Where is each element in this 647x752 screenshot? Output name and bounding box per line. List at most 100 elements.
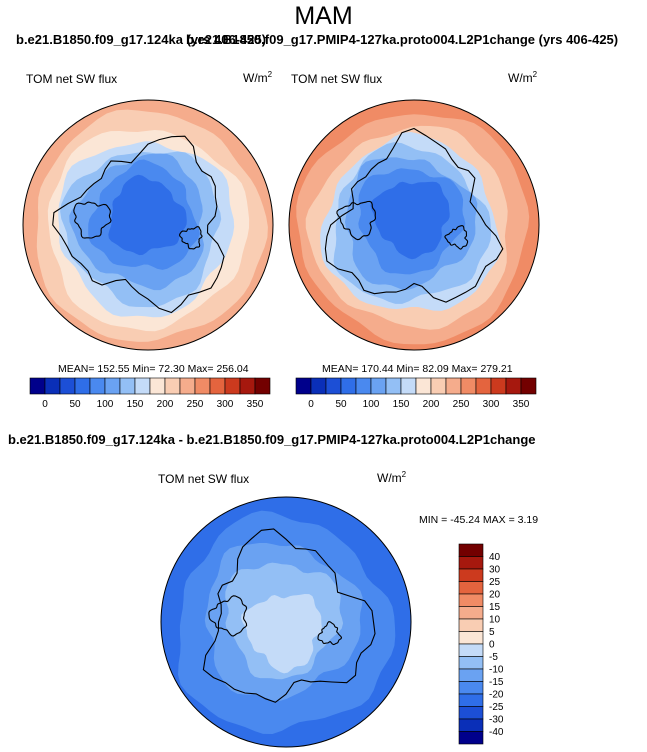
left-panel-stats: MEAN= 152.55 Min= 72.30 Max= 256.04 <box>58 363 249 375</box>
colorbar-swatch <box>458 556 484 570</box>
difference-map-border <box>160 496 412 748</box>
colorbar-tick-label: 0 <box>489 640 495 651</box>
difference-units: W/m2 <box>377 470 407 485</box>
colorbar-swatch <box>149 377 166 395</box>
right-map-contour-band <box>370 181 450 260</box>
colorbar-swatch <box>224 377 241 395</box>
colorbar-swatch <box>104 377 121 395</box>
coastline <box>444 225 469 250</box>
colorbar-swatch <box>29 377 46 395</box>
colorbar-swatch <box>194 377 211 395</box>
colorbar-tick-label: 20 <box>489 590 501 601</box>
coastline <box>336 200 376 241</box>
colorbar-swatch <box>370 377 387 395</box>
colorbar-tick-label: -10 <box>489 665 504 676</box>
difference-map-contour-band <box>241 594 322 674</box>
colorbar-tick-label: 30 <box>489 565 501 576</box>
left-map-fill <box>23 100 273 350</box>
colorbar-swatch <box>164 377 181 395</box>
left-map-contour-band <box>108 174 187 256</box>
left-panel-field-label: TOM net SW flux <box>26 72 118 86</box>
colorbar-swatch <box>89 377 106 395</box>
colorbar-tick-label: 25 <box>489 577 501 588</box>
colorbar-swatch <box>445 377 462 395</box>
colorbar-swatch <box>458 643 484 657</box>
right-map-coastlines <box>324 127 504 303</box>
colorbar-tick-label: 200 <box>157 399 174 410</box>
left-map-coastlines <box>52 135 225 314</box>
colorbar-swatch <box>458 593 484 607</box>
colorbar-swatch <box>458 718 484 732</box>
coastline <box>179 226 203 250</box>
coastline <box>52 135 225 314</box>
right-colorbar-group: 0 50 100 150 200 250 300 350 <box>295 377 537 410</box>
colorbar-swatch <box>430 377 447 395</box>
colorbar-tick-label: -30 <box>489 715 504 726</box>
colorbar-tick-label: 0 <box>42 399 48 410</box>
colorbar-swatch <box>415 377 432 395</box>
left-colorbar-group: 0 50 100 150 200 250 300 350 <box>29 377 271 410</box>
colorbar-tick-label: 150 <box>393 399 410 410</box>
colorbar-swatch <box>74 377 91 395</box>
colorbar-swatch <box>458 731 484 745</box>
colorbar-swatch <box>460 377 477 395</box>
colorbar-swatch <box>458 693 484 707</box>
colorbar-swatch <box>458 631 484 645</box>
colorbar-swatch <box>385 377 402 395</box>
difference-map-coastlines <box>202 528 376 703</box>
colorbar-swatch <box>458 706 484 720</box>
colorbar-swatch <box>458 656 484 670</box>
colorbar-swatch <box>340 377 357 395</box>
colorbar-swatch <box>119 377 136 395</box>
coastline <box>324 127 504 303</box>
season-title: MAM <box>294 2 353 30</box>
difference-title: b.e21.B1850.f09_g17.124ka - b.e21.B1850.… <box>8 432 536 447</box>
colorbar-swatch <box>239 377 256 395</box>
colorbar-tick-label: 300 <box>483 399 500 410</box>
left-map <box>22 99 274 351</box>
colorbar-swatch <box>520 377 537 395</box>
colorbar-swatch <box>505 377 522 395</box>
left-panel-case-title: b.e21.B1850.f09_g17.124ka (yrs 406-425) <box>16 32 267 47</box>
colorbar-swatch <box>325 377 342 395</box>
colorbar-tick-label: 50 <box>335 399 347 410</box>
colorbar-swatch <box>310 377 327 395</box>
colorbar-tick-label: 50 <box>69 399 81 410</box>
difference-stats: MIN = -45.24 MAX = 3.19 <box>419 514 539 526</box>
coastline <box>317 621 343 646</box>
colorbar-tick-label: 10 <box>489 615 501 626</box>
colorbar-tick-label: -20 <box>489 690 504 701</box>
colorbar-swatch <box>209 377 226 395</box>
colorbar-swatch <box>458 668 484 682</box>
colorbar-tick-label: 250 <box>453 399 470 410</box>
colorbar-swatch <box>134 377 151 395</box>
right-map-border <box>288 99 540 351</box>
right-panel-stats: MEAN= 170.44 Min= 82.09 Max= 279.21 <box>322 363 513 375</box>
colorbar-swatch <box>458 568 484 582</box>
difference-map-fill <box>161 497 411 747</box>
colorbar-tick-label: 0 <box>308 399 314 410</box>
colorbar-tick-label: -5 <box>489 652 498 663</box>
colorbar-swatch <box>458 681 484 695</box>
coastline <box>208 595 248 637</box>
colorbar-tick-label: 200 <box>423 399 440 410</box>
colorbar-tick-label: 350 <box>513 399 530 410</box>
right-map <box>288 99 540 351</box>
colorbar-swatch <box>458 618 484 632</box>
colorbar-swatch <box>490 377 507 395</box>
colorbar-tick-label: -40 <box>489 727 504 738</box>
colorbar-swatch <box>295 377 312 395</box>
difference-field-label: TOM net SW flux <box>158 472 250 486</box>
colorbar-swatch <box>44 377 61 395</box>
colorbar-tick-label: 100 <box>97 399 114 410</box>
colorbar-tick-label: 350 <box>247 399 264 410</box>
coastline <box>73 201 112 239</box>
right-panel-field-label: TOM net SW flux <box>291 72 383 86</box>
difference-map <box>160 496 412 748</box>
right-panel-units: W/m2 <box>508 70 538 85</box>
right-map-fill <box>289 100 539 350</box>
colorbar-swatch <box>179 377 196 395</box>
